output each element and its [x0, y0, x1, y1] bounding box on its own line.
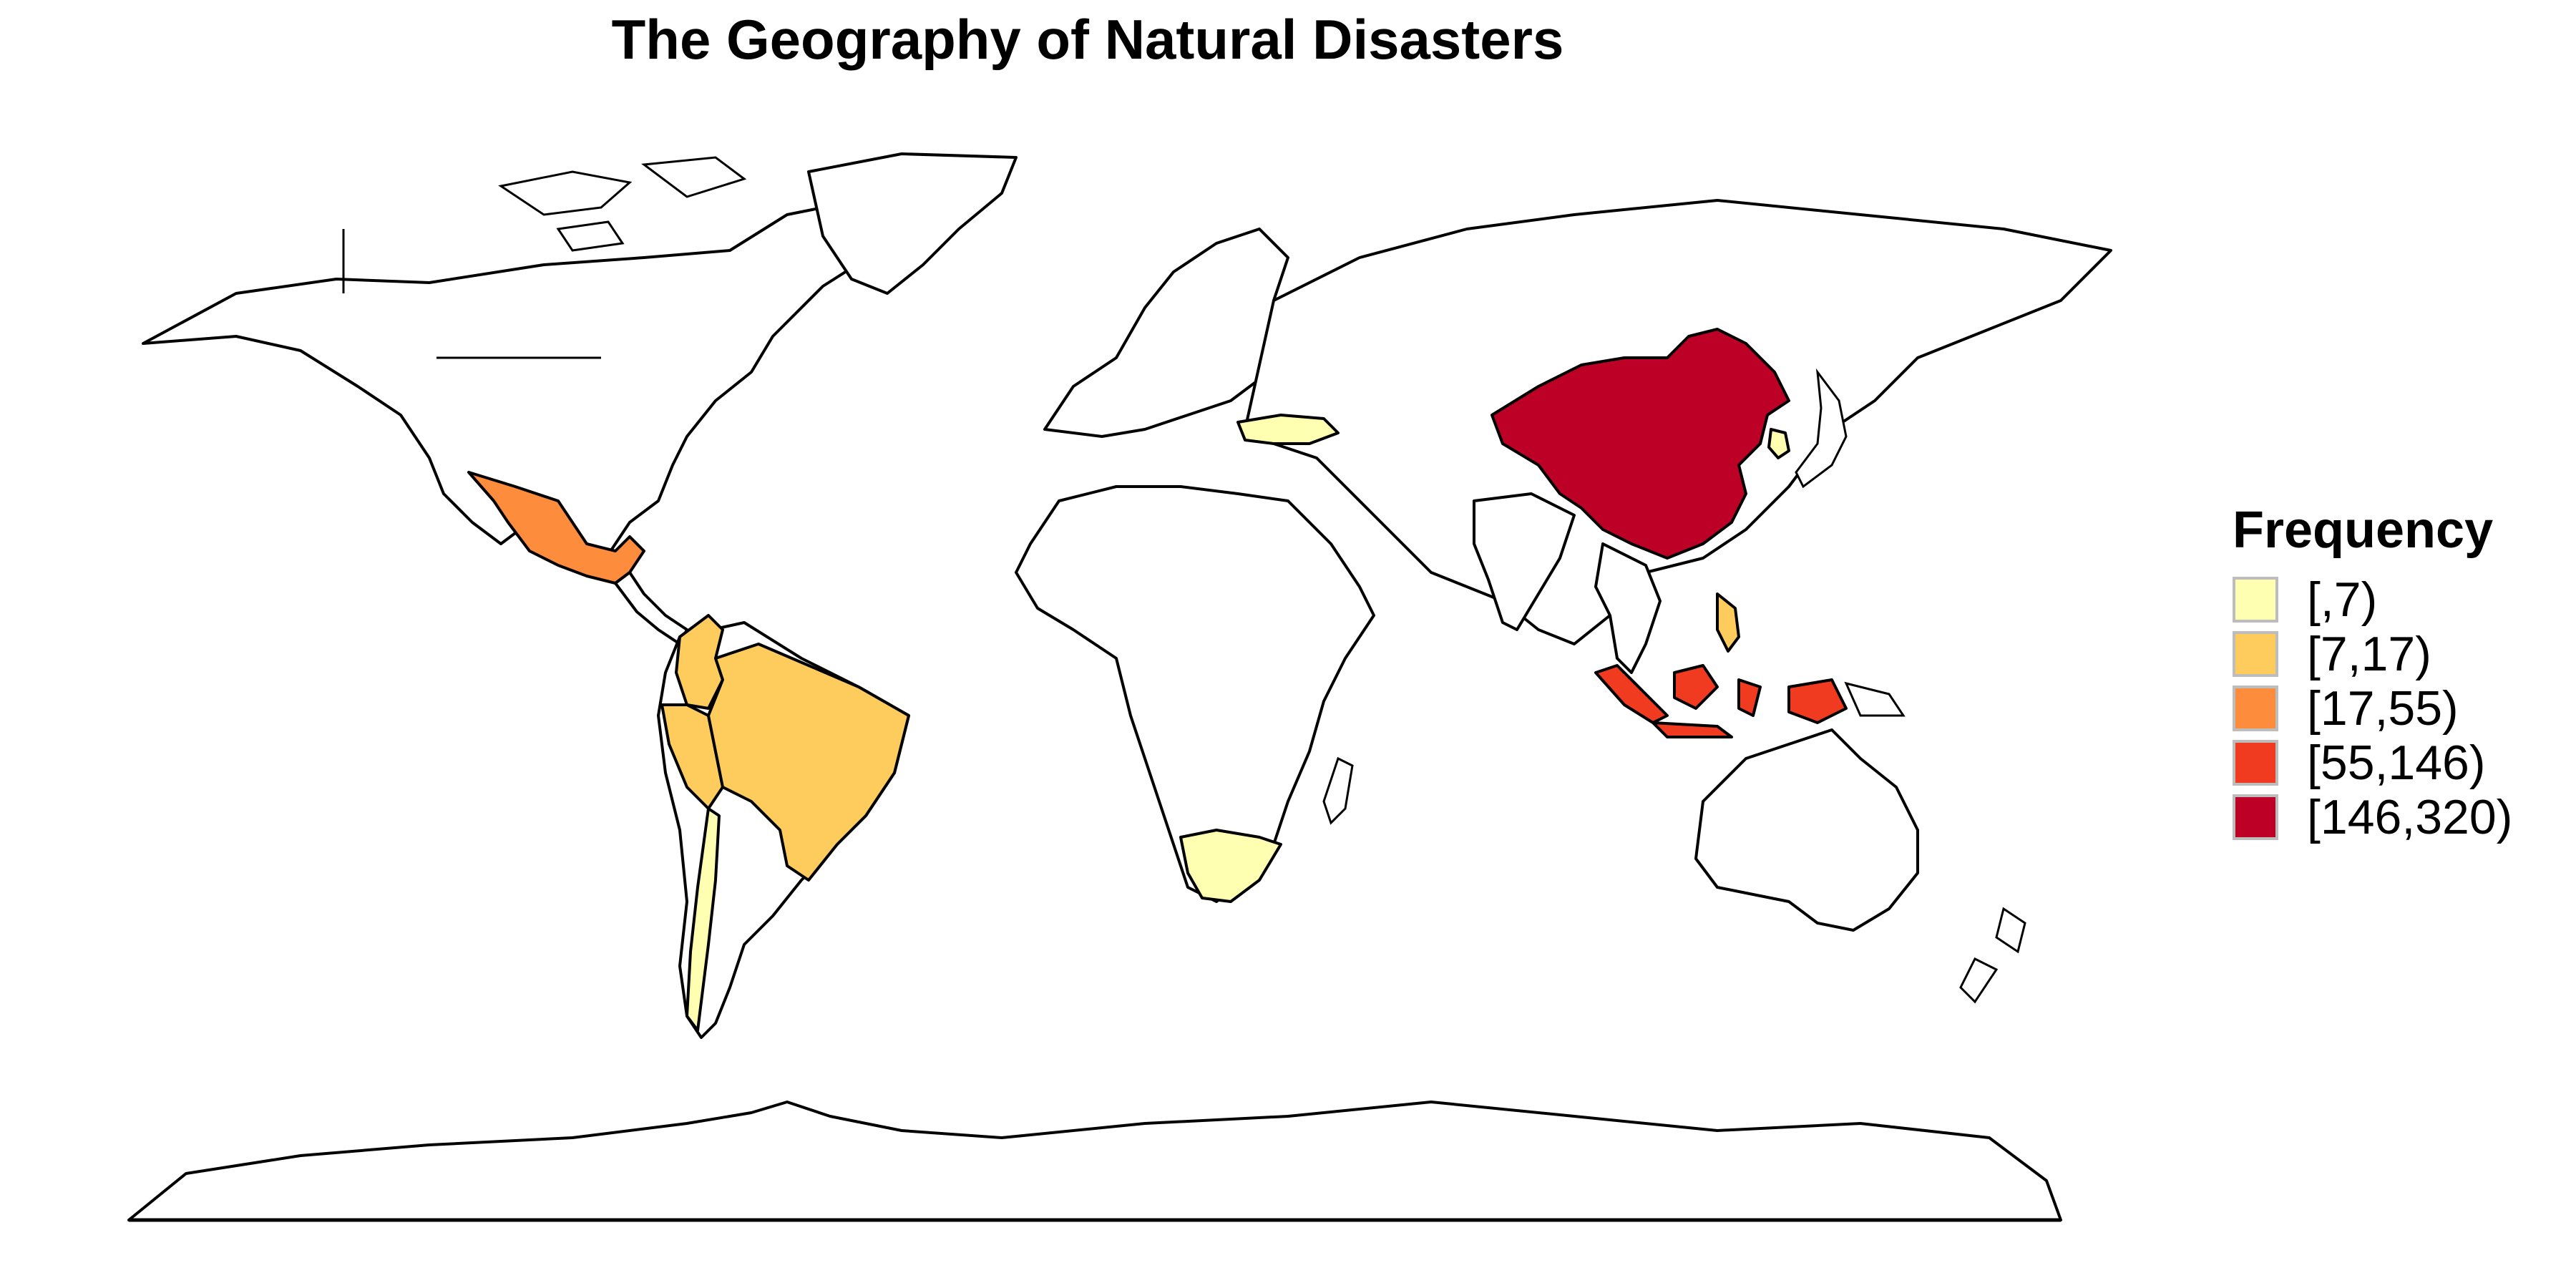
- region-turkey: [1236, 414, 1340, 445]
- region-philippines: [1716, 592, 1740, 653]
- region-china: [1491, 328, 1790, 560]
- legend-label: [7,17): [2307, 627, 2431, 681]
- landmass-southeast-asia: [1594, 542, 1662, 674]
- region-south-korea: [1767, 428, 1790, 459]
- landmass-antarctica: [127, 1101, 2062, 1221]
- legend-swatch: [2233, 631, 2278, 677]
- landmass-north-america: [142, 199, 903, 567]
- landmass-europe: [1043, 228, 1289, 438]
- landmass-madagascar: [1322, 756, 1354, 825]
- landmass-japan: [1795, 368, 1848, 489]
- map-title: The Geography of Natural Disasters: [611, 8, 1564, 71]
- legend-swatch: [2233, 740, 2278, 786]
- legend-label: [146,320): [2307, 790, 2513, 844]
- landmass-new-zealand: [1959, 907, 2026, 1004]
- landmass-central-america: [614, 571, 688, 645]
- region-south-africa: [1179, 829, 1282, 903]
- legend-label: [17,55): [2307, 681, 2459, 736]
- legend-item: [7,17): [2233, 627, 2512, 681]
- legend-swatch: [2233, 577, 2278, 623]
- legend-label: [55,146): [2307, 736, 2486, 790]
- legend-item: [55,146): [2233, 736, 2512, 790]
- landmass-australia: [1694, 728, 1919, 932]
- legend-item: [146,320): [2233, 790, 2512, 844]
- legend-swatch: [2233, 794, 2278, 840]
- legend-title: Frequency: [2233, 502, 2494, 559]
- world-map: [127, 152, 2112, 1222]
- region-indonesia: [1594, 664, 1848, 738]
- region-chile: [686, 807, 721, 1032]
- landmass-africa: [1015, 485, 1375, 903]
- legend: Frequency [,7) [7,17) [17,55) [55,146) […: [2233, 501, 2512, 844]
- legend-label: [,7): [2307, 572, 2378, 627]
- landmass-papua: [1844, 681, 1906, 717]
- legend-item: [,7): [2233, 572, 2512, 627]
- legend-item: [17,55): [2233, 681, 2512, 736]
- landmass-india: [1473, 492, 1576, 631]
- legend-swatch: [2233, 686, 2278, 731]
- landmass-greenland: [807, 152, 1018, 295]
- region-brazil: [707, 643, 910, 882]
- landmass-arctic-islands: [498, 156, 747, 252]
